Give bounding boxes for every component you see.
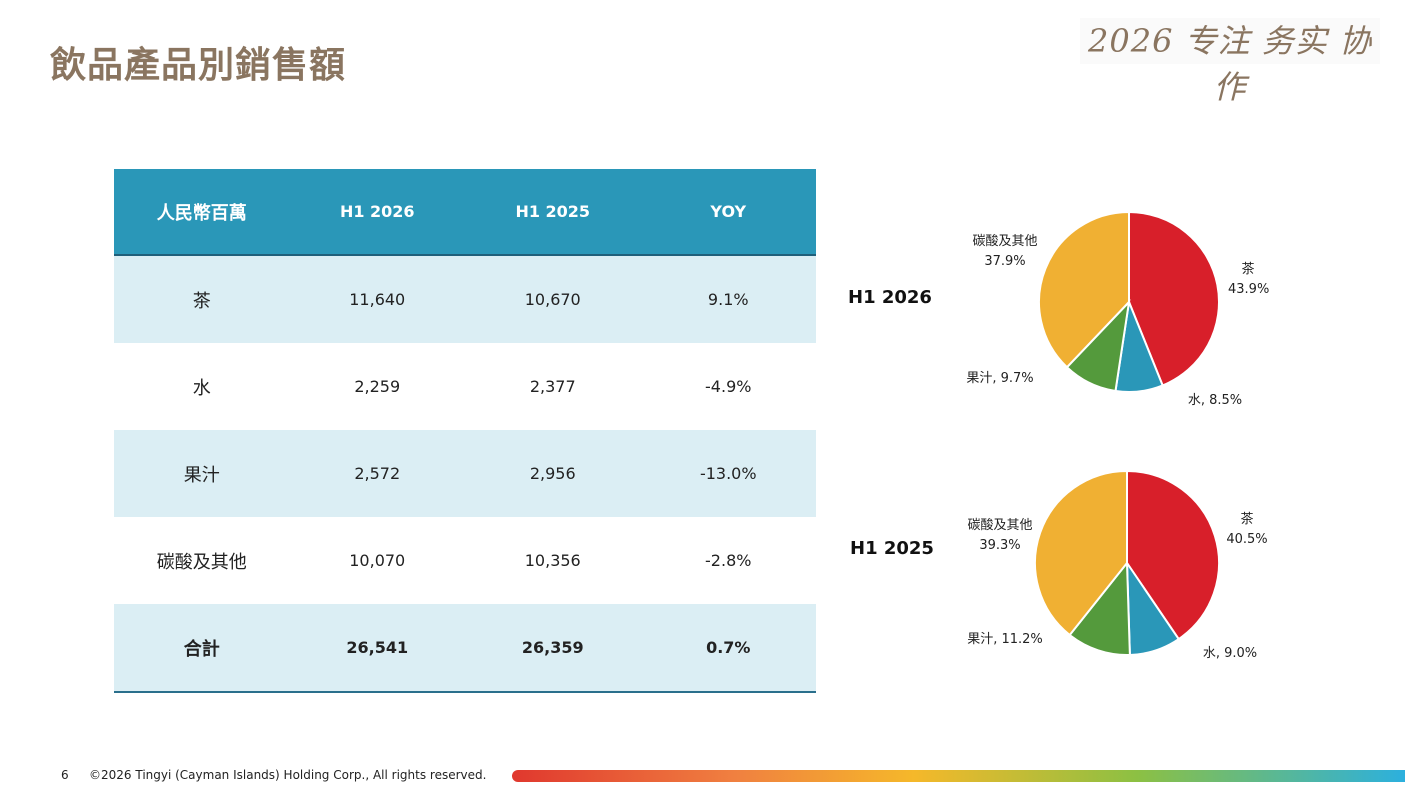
table-cell: 水	[192, 377, 211, 399]
pie-title-2025: H1 2025	[850, 538, 934, 559]
table-cell: 茶	[192, 290, 211, 312]
pie-slice-h1-2026-0	[1128, 210, 1220, 387]
slogan-banner: 2026 专注 务实 协作	[1080, 18, 1380, 106]
pie-data-label: 果汁, 9.7%	[966, 371, 1034, 386]
pie-charts	[1034, 210, 1220, 656]
table-cell: 2,572	[354, 464, 401, 483]
pie-data-label: 果汁, 11.2%	[967, 632, 1043, 647]
pie-data-label: 茶 43.9%	[1228, 262, 1270, 297]
table-cell: 9.1%	[707, 290, 749, 309]
table-cell: 10,670	[524, 290, 581, 309]
table-header-row: 人民幣百萬 H1 2026 H1 2025 YOY	[114, 169, 816, 256]
table-cell: 2,377	[529, 377, 576, 396]
pie-slice-h1-2025-0	[1126, 469, 1220, 641]
table-cell: 26,359	[521, 638, 584, 657]
pie-slice-h1-2025-2	[1068, 560, 1131, 656]
table-cell: 10,070	[349, 551, 406, 570]
pie-data-label: 碳酸及其他 37.9%	[972, 234, 1038, 269]
pie-data-label: 茶 40.5%	[1226, 512, 1268, 547]
table-cell: -13.0%	[699, 464, 757, 483]
table-cell: 果汁	[183, 464, 220, 486]
table-header-cell: H1 2026	[339, 202, 415, 221]
table-row: 碳酸及其他 10,070 10,356 -2.8%	[114, 517, 816, 604]
pie-slice-h1-2026-3	[1038, 210, 1130, 369]
page-number: 6	[61, 768, 69, 782]
table-header-cell: YOY	[710, 202, 747, 221]
pie-data-label: 水, 8.5%	[1187, 393, 1243, 408]
table-cell: 0.7%	[706, 638, 751, 657]
table-cell: 26,541	[346, 638, 409, 657]
table-row: 果汁 2,572 2,956 -13.0%	[114, 430, 816, 517]
pie-data-label: 碳酸及其他 39.3%	[967, 518, 1033, 553]
table-cell: 碳酸及其他	[156, 551, 247, 573]
footer-gradient-bar	[512, 770, 1405, 782]
pie-data-label: 水, 9.0%	[1202, 646, 1258, 661]
table-cell: 10,356	[524, 551, 581, 570]
table-cell: -2.8%	[705, 551, 752, 570]
table-cell: 2,956	[529, 464, 576, 483]
page-title: 飲品產品別銷售額	[50, 45, 347, 86]
table-cell: -4.9%	[705, 377, 752, 396]
sales-table: 人民幣百萬 H1 2026 H1 2025 YOY 茶 11,640 10,67…	[114, 169, 816, 693]
pie-slice-h1-2025-3	[1034, 469, 1128, 637]
table-total-row: 合計 26,541 26,359 0.7%	[114, 604, 816, 691]
table-row: 茶 11,640 10,670 9.1%	[114, 256, 816, 343]
table-cell: 合計	[183, 638, 220, 660]
table-header-cell: 人民幣百萬	[156, 202, 247, 224]
table-cell: 2,259	[354, 377, 401, 396]
table-cell: 11,640	[349, 290, 406, 309]
copyright-text: ©2026 Tingyi (Cayman Islands) Holding Co…	[89, 768, 487, 782]
pie-title-2026: H1 2026	[848, 287, 932, 308]
table-row: 水 2,259 2,377 -4.9%	[114, 343, 816, 430]
table-header-cell: H1 2025	[515, 202, 591, 221]
